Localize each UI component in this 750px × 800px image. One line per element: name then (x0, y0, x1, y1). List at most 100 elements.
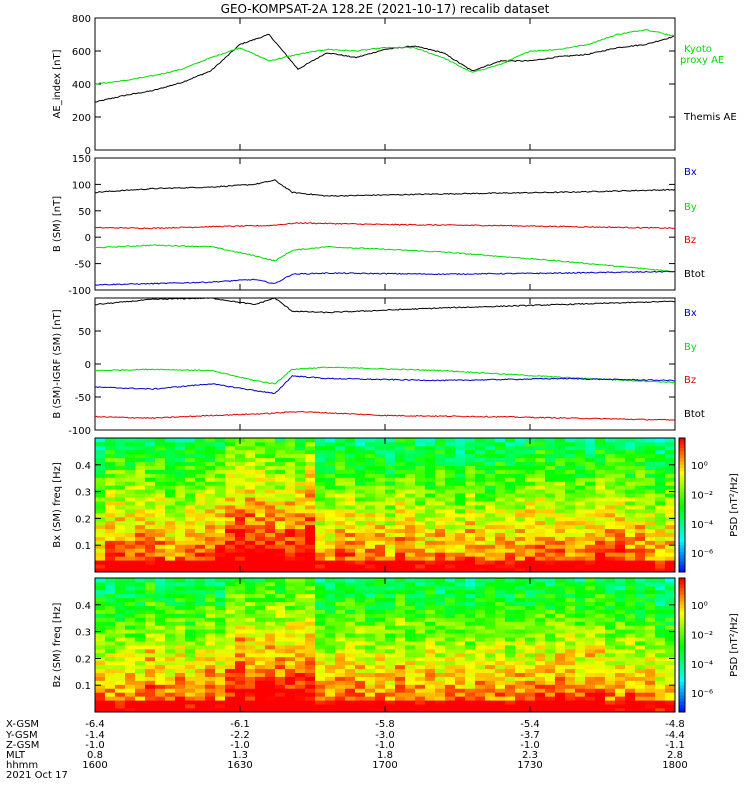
spectrogram-cell (205, 597, 216, 603)
spectrogram-cell (565, 489, 576, 494)
spectrogram-cell (625, 708, 636, 713)
spectrogram-cell (665, 536, 676, 541)
spectrogram-cell (435, 589, 446, 595)
spectrogram-cell (225, 637, 236, 642)
spectrogram-cell (595, 708, 606, 713)
spectrogram-cell (295, 664, 306, 670)
spectrogram-cell (205, 556, 216, 561)
spectrogram-cell (495, 544, 506, 549)
spectrogram-cell (425, 704, 436, 709)
spectrogram-cell (665, 497, 676, 502)
spectrogram-cell (125, 660, 136, 666)
spectrogram-cell (445, 497, 456, 502)
y-tick-label: -50 (75, 260, 91, 271)
spectrogram-cell (415, 593, 426, 599)
spectrogram-cell (565, 601, 576, 606)
spectrogram-cell (285, 648, 296, 654)
spectrogram-cell (115, 652, 126, 658)
spectrogram-cell (475, 493, 486, 498)
y-tick-label: 0.1 (75, 541, 91, 552)
spectrogram-cell (515, 656, 526, 662)
spectrogram-cell (575, 497, 586, 502)
spectrogram-cell (645, 536, 656, 541)
spectrogram-cell (355, 696, 366, 701)
spectrogram-cell (585, 497, 596, 502)
spectrogram-cell (245, 605, 256, 610)
spectrogram-cell (135, 656, 146, 662)
spectrogram-cell (645, 648, 656, 654)
spectrogram-cell (305, 461, 316, 466)
spectrogram-cell (605, 656, 616, 662)
spectrogram-cell (255, 536, 266, 541)
spectrogram-cell (105, 481, 116, 486)
spectrogram-cell (125, 708, 136, 713)
spectrogram-cell (635, 528, 646, 533)
spectrogram-cell (525, 601, 536, 606)
spectrogram-cell (545, 505, 556, 510)
spectrogram-cell (95, 536, 106, 541)
spectrogram-cell (445, 532, 456, 537)
spectrogram-cell (515, 593, 526, 599)
spectrogram-cell (195, 585, 206, 591)
spectrogram-cell (475, 652, 486, 658)
spectrogram-cell (185, 520, 196, 526)
spectrogram-cell (345, 581, 356, 587)
spectrogram-cell (255, 578, 266, 583)
spectrogram-cell (455, 656, 466, 662)
spectrogram-cell (415, 700, 426, 705)
spectrogram-cell (625, 501, 636, 506)
spectrogram-cell (485, 441, 496, 447)
spectrogram-cell (515, 648, 526, 654)
spectrogram-cell (195, 601, 206, 606)
spectrogram-cell (355, 660, 366, 666)
spectrogram-cell (405, 556, 416, 561)
spectrogram-cell (535, 457, 546, 463)
spectrogram-cell (305, 629, 316, 634)
spectrogram-cell (305, 485, 316, 490)
spectrogram-cell (425, 469, 436, 474)
spectrogram-cell (505, 645, 516, 650)
spectrogram-cell (165, 684, 176, 689)
spectrogram-cell (345, 477, 356, 482)
spectrogram-cell (655, 469, 666, 474)
spectrogram-cell (375, 532, 386, 537)
spectrogram-cell (395, 613, 406, 618)
spectrogram-cell (615, 493, 626, 498)
spectrogram-cell (375, 660, 386, 666)
spectrogram-cell (355, 516, 366, 522)
spectrogram-cell (655, 532, 666, 537)
spectrogram-cell (245, 560, 256, 565)
spectrogram-cell (245, 564, 256, 569)
spectrogram-cell (655, 704, 666, 709)
spectrogram-cell (165, 708, 176, 713)
spectrogram-cell (315, 633, 326, 638)
spectrogram-cell (215, 469, 226, 474)
spectrogram-cell (525, 585, 536, 591)
spectrogram-cell (105, 668, 116, 673)
spectrogram-cell (585, 581, 596, 587)
colorbar-segment (679, 471, 685, 476)
spectrogram-cell (575, 540, 586, 545)
spectrogram-cell (445, 708, 456, 713)
spectrogram-cell (325, 581, 336, 587)
spectrogram-cell (595, 489, 606, 494)
spectrogram-cell (335, 520, 346, 526)
spectrogram-cell (275, 578, 286, 583)
spectrogram-cell (415, 457, 426, 463)
spectrogram-cell (195, 532, 206, 537)
spectrogram-cell (455, 581, 466, 587)
spectrogram-cell (455, 585, 466, 591)
spectrogram-cell (395, 684, 406, 689)
spectrogram-cell (325, 645, 336, 650)
spectrogram-cell (175, 672, 186, 677)
spectrogram-cell (535, 637, 546, 642)
spectrogram-cell (405, 617, 416, 622)
spectrogram-cell (455, 696, 466, 701)
spectrogram-cell (155, 613, 166, 618)
spectrogram-cell (495, 536, 506, 541)
row-label-date: 2021 Oct 17 (6, 770, 68, 781)
spectrogram-cell (435, 438, 446, 443)
spectrogram-cell (125, 564, 136, 569)
spectrogram-cell (315, 481, 326, 486)
